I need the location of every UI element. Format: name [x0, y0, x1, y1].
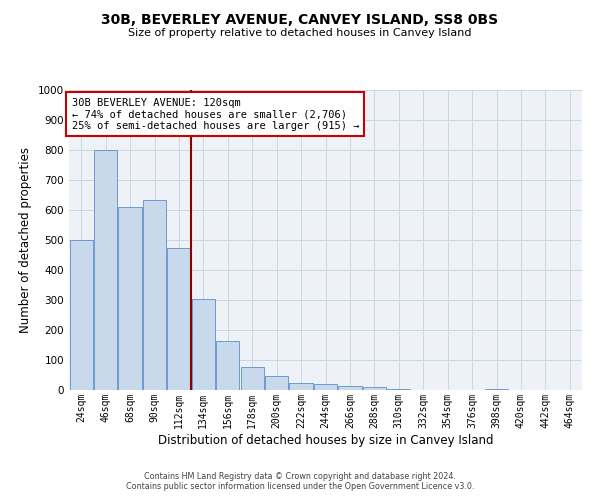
Text: 30B BEVERLEY AVENUE: 120sqm
← 74% of detached houses are smaller (2,706)
25% of : 30B BEVERLEY AVENUE: 120sqm ← 74% of det… — [71, 98, 359, 130]
Bar — [338, 386, 362, 390]
Text: Contains public sector information licensed under the Open Government Licence v3: Contains public sector information licen… — [126, 482, 474, 491]
Bar — [485, 388, 508, 390]
Text: Size of property relative to detached houses in Canvey Island: Size of property relative to detached ho… — [128, 28, 472, 38]
Bar — [143, 200, 166, 390]
Bar — [167, 248, 191, 390]
Bar — [192, 298, 215, 390]
Bar — [363, 387, 386, 390]
Bar — [94, 150, 117, 390]
Y-axis label: Number of detached properties: Number of detached properties — [19, 147, 32, 333]
Bar — [216, 342, 239, 390]
Bar — [387, 388, 410, 390]
Bar — [70, 240, 93, 390]
Bar — [314, 384, 337, 390]
Bar — [265, 376, 288, 390]
Text: 30B, BEVERLEY AVENUE, CANVEY ISLAND, SS8 0BS: 30B, BEVERLEY AVENUE, CANVEY ISLAND, SS8… — [101, 12, 499, 26]
Text: Contains HM Land Registry data © Crown copyright and database right 2024.: Contains HM Land Registry data © Crown c… — [144, 472, 456, 481]
Bar — [118, 207, 142, 390]
Bar — [289, 382, 313, 390]
Bar — [241, 366, 264, 390]
X-axis label: Distribution of detached houses by size in Canvey Island: Distribution of detached houses by size … — [158, 434, 493, 446]
